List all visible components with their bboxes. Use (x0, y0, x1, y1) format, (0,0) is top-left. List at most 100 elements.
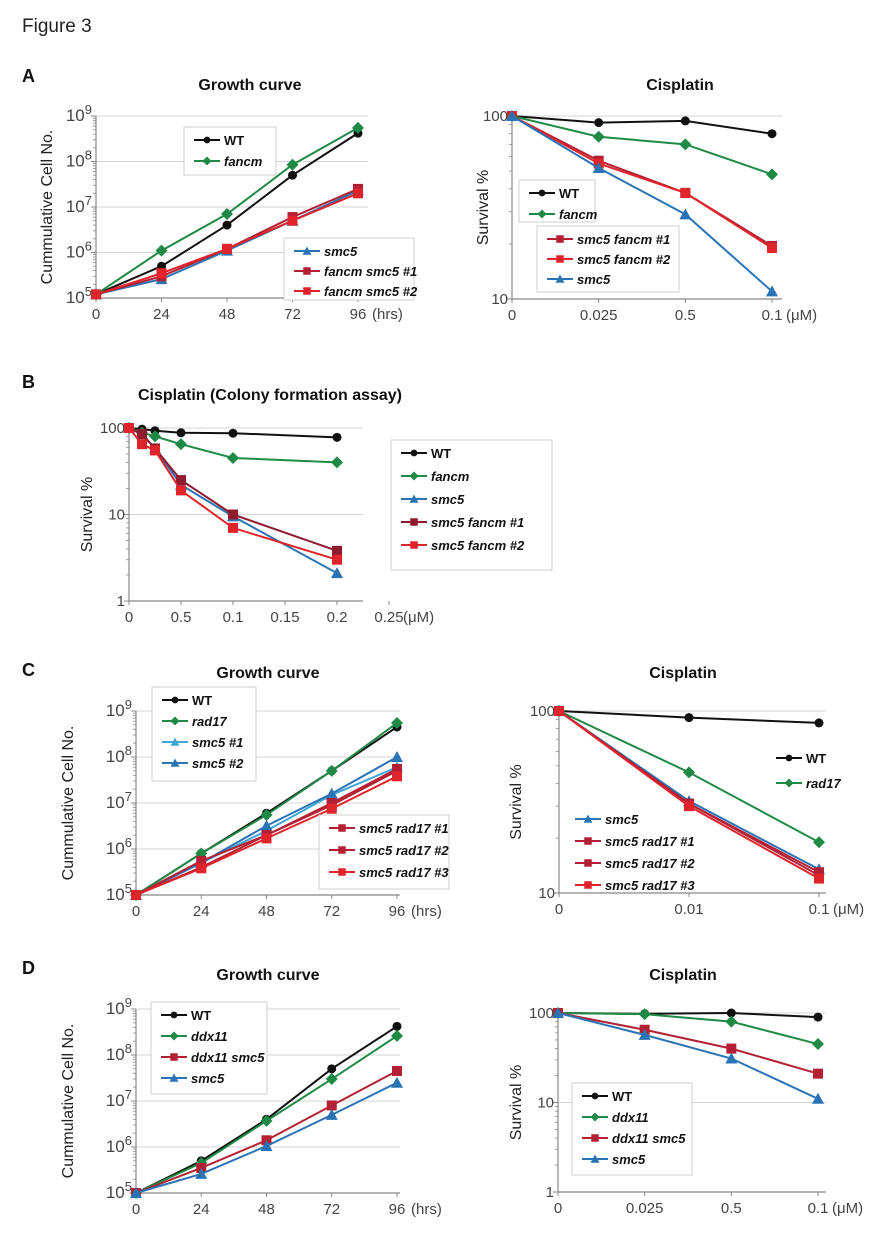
y-tick-label: 10 (108, 507, 125, 524)
y-tick-label: 109 (66, 102, 92, 125)
tick-base: 10 (106, 839, 125, 858)
y-axis-label: Survival % (508, 764, 525, 840)
data-point-smc5-rad17-3 (814, 873, 824, 884)
legend-label-fancm: fancm (559, 207, 598, 222)
y-tick-label: 108 (106, 1041, 132, 1064)
x-unit-label: (μM) (786, 307, 817, 324)
data-point-smc5-rad17-1 (196, 855, 207, 866)
y-tick-label: 100 (100, 420, 125, 437)
y-tick-label: 108 (66, 148, 92, 171)
legend-label-smc5: smc5 (431, 492, 465, 507)
data-point-wt (228, 428, 238, 438)
legend-label-wt: WT (431, 446, 451, 461)
data-point-smc5 (552, 1007, 564, 1018)
legend-marker-smc5-rad17-3 (338, 868, 346, 876)
data-point-smc5-2 (260, 819, 273, 831)
y-axis-label: Cummulative Cell No. (60, 1024, 77, 1179)
legend-label-smc5: smc5 (577, 272, 611, 287)
y-tick-label: 1 (117, 593, 125, 610)
x-tick-label: 48 (258, 1201, 275, 1218)
series-smc5 (130, 1076, 403, 1198)
legend-marker-fancm-smc5-2 (303, 287, 311, 295)
tick-base: 10 (66, 152, 85, 171)
legend: smc5 rad17 #1 smc5 rad17 #2 smc5 rad17 #3 (318, 814, 450, 890)
data-point-smc5-2 (325, 787, 338, 799)
legend-marker-wt (170, 1011, 178, 1019)
series-wt (554, 706, 824, 728)
y-tick-label: 100 (483, 108, 508, 125)
data-point-smc5 (766, 285, 778, 297)
data-point-smc5-rad17-3 (554, 706, 564, 716)
x-tick-label: 0 (555, 901, 563, 918)
legend-marker-smc5-rad17-2 (338, 846, 346, 854)
tick-base: 10 (106, 999, 125, 1018)
legend-marker-wt (785, 754, 793, 762)
legend-marker-wt (591, 1092, 599, 1100)
x-tick-label: 0 (508, 307, 516, 324)
figure-title: Figure 3 (22, 16, 92, 37)
x-unit-label: (μM) (832, 1200, 863, 1217)
x-unit-label: (hrs) (411, 1201, 442, 1218)
data-point-smc5-rad17-3 (326, 803, 337, 814)
legend-label-ddx11: ddx11 (612, 1110, 649, 1125)
data-point-smc5-fancm-1 (332, 545, 342, 556)
legend-label-wt: WT (192, 693, 212, 708)
panel-letter-d: D (22, 958, 35, 978)
legend-label-smc5: smc5 (612, 1152, 646, 1167)
x-tick-label: 0.5 (721, 1200, 742, 1217)
data-point-smc5-fancm-2 (137, 439, 147, 450)
legend-label-smc5-fancm-1: smc5 fancm #1 (577, 232, 670, 247)
legend-label-smc5-fancm-2: smc5 fancm #2 (577, 252, 671, 267)
y-tick-label: 108 (106, 743, 132, 766)
legend-marker-wt (410, 449, 418, 457)
data-point-ddx11 (812, 1038, 824, 1051)
y-axis-label: Cummulative Cell No. (39, 130, 56, 285)
legend-box (150, 1001, 268, 1095)
legend: smc5 fancm smc5 #1 fancm smc5 #2 (283, 237, 418, 301)
y-tick-label: 106 (66, 239, 92, 262)
legend-label-smc5-1: smc5 #1 (192, 735, 243, 750)
chart-title: Cisplatin (646, 77, 714, 94)
x-tick-label: 96 (389, 1201, 406, 1218)
data-point-smc5-fancm-2 (124, 423, 134, 433)
legend-marker-fancm (409, 471, 419, 481)
data-point-fancm (155, 244, 168, 257)
legend-marker-fancm-smc5-1 (303, 267, 311, 275)
legend-marker-smc5-rad17-1 (338, 824, 346, 832)
data-point-smc5 (725, 1052, 738, 1064)
legend-marker-smc5-fancm-2 (556, 255, 564, 263)
x-tick-label: 0.25 (374, 609, 403, 626)
legend-label-smc5-fancm-1: smc5 fancm #1 (431, 515, 524, 530)
x-tick-label: 0.1 (809, 901, 830, 918)
data-point-ddx11 (638, 1008, 651, 1021)
legend-label-smc5-rad17-3: smc5 rad17 #3 (359, 865, 449, 880)
y-axis-label: Survival % (508, 1065, 525, 1141)
tick-exponent: 8 (125, 1041, 132, 1056)
tick-exponent: 5 (85, 284, 92, 299)
data-point-smc5 (679, 208, 692, 220)
data-point-smc5-2 (391, 751, 403, 762)
data-point-smc5-rad17-2 (392, 765, 402, 776)
tick-exponent: 6 (85, 239, 92, 254)
legend: WT rad17 smc5 #1 smc5 #2 (151, 686, 257, 782)
series-rad17 (553, 705, 825, 849)
legend-marker-smc5 (583, 814, 593, 823)
x-tick-label: 0 (132, 903, 140, 920)
legend-label-smc5-rad17-1: smc5 rad17 #1 (605, 834, 695, 849)
series-fancm (506, 110, 778, 181)
y-tick-label: 100 (529, 1005, 554, 1022)
data-point-smc5-fancm-2 (150, 445, 160, 456)
tick-exponent: 6 (125, 1133, 132, 1148)
data-point-fancm (149, 430, 161, 443)
data-point-fancm-smc5-2 (287, 215, 298, 226)
legend-marker-rad17 (784, 778, 794, 788)
data-point-rad17 (260, 808, 273, 821)
legend-label-fancm: fancm (224, 154, 263, 169)
data-point-wt (176, 428, 186, 438)
legend-label-smc5-rad17-1: smc5 rad17 #1 (359, 821, 449, 836)
x-tick-label: 0.5 (171, 609, 192, 626)
x-unit-label: (hrs) (411, 903, 442, 920)
legend-label-wt: WT (559, 186, 579, 201)
